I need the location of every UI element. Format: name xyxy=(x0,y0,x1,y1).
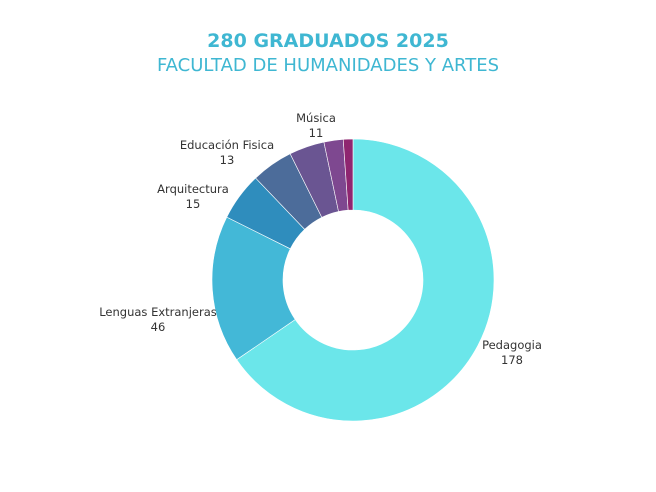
slice-label-arquitectura: Arquitectura xyxy=(157,182,229,196)
slice-value-educacion-fisica: 13 xyxy=(220,153,235,167)
slice-value-lenguas-extranjeras: 46 xyxy=(151,320,166,334)
slice-label-musica: Música xyxy=(296,111,336,125)
slice-value-arquitectura: 15 xyxy=(186,197,201,211)
slice-unlabeled-6[interactable] xyxy=(342,138,354,211)
slice-label-pedagogia: Pedagogia xyxy=(482,338,542,352)
slice-value-pedagogia: 178 xyxy=(501,353,523,367)
donut-slices xyxy=(211,138,495,422)
slice-label-educacion-fisica: Educación Fisica xyxy=(180,138,274,152)
slice-value-musica: 11 xyxy=(309,126,324,140)
slice-pedagogia[interactable] xyxy=(236,138,495,422)
slice-label-lenguas-extranjeras: Lenguas Extranjeras xyxy=(99,305,217,319)
slice-lenguas-extranjeras[interactable] xyxy=(211,216,296,361)
chart-subtitle: FACULTAD DE HUMANIDADES Y ARTES xyxy=(157,55,499,76)
chart-title: 280 GRADUADOS 2025 xyxy=(207,30,449,52)
